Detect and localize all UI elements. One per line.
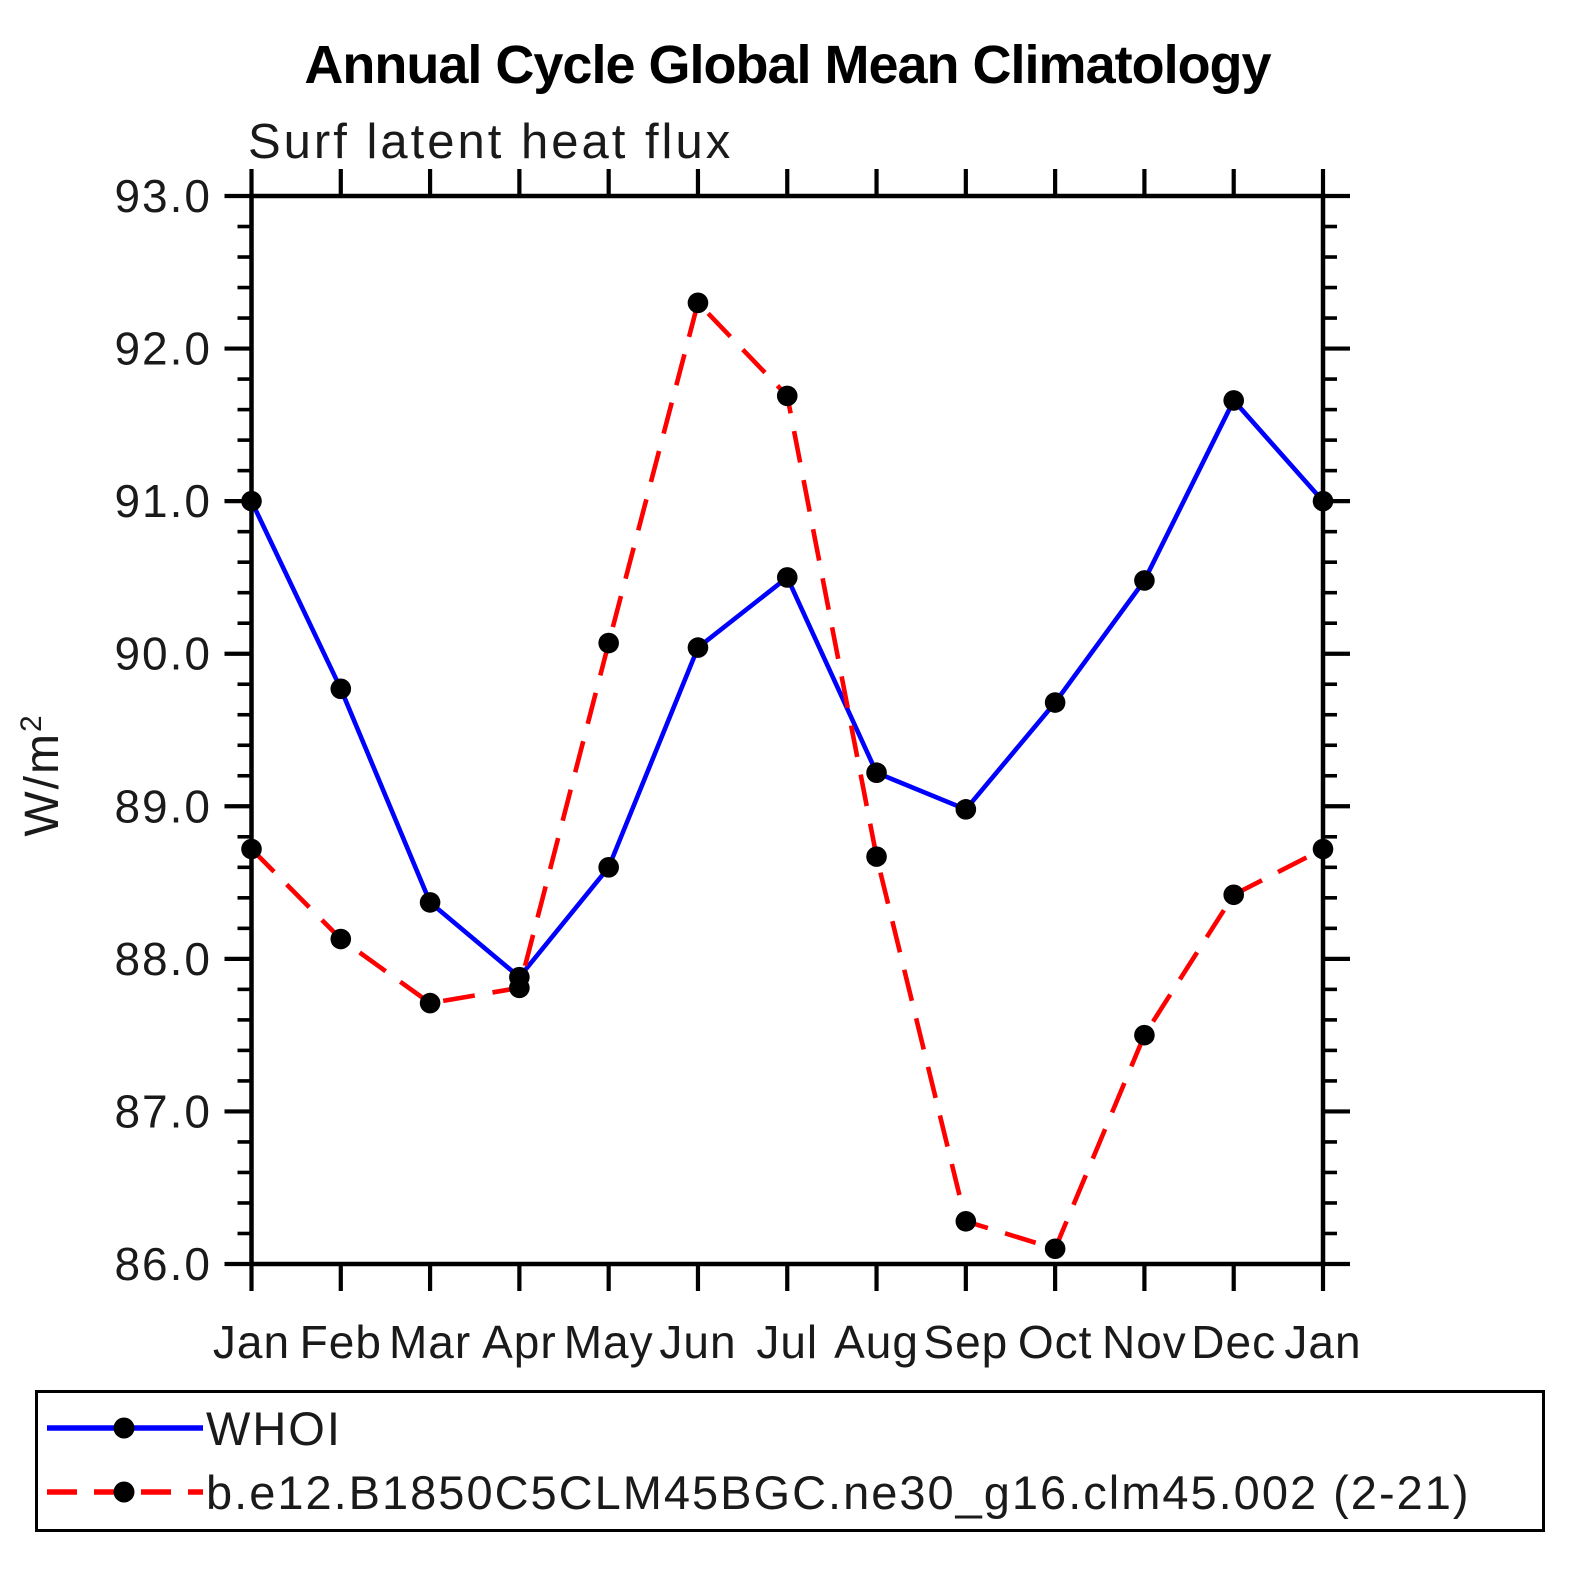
data-point-marker-1: [241, 838, 262, 860]
x-axis-tick-label: Mar: [389, 1316, 471, 1368]
y-axis-tick-label: 88.0: [114, 933, 212, 985]
legend-marker-dot: [113, 1481, 135, 1503]
x-axis-tick-label: May: [564, 1316, 654, 1368]
data-point-marker-0: [1134, 570, 1155, 591]
y-axis-tick-label: 90.0: [114, 628, 212, 680]
chart-subtitle: Surf latent heat flux: [248, 115, 734, 169]
data-point-marker-0: [330, 678, 352, 700]
data-point-marker-0: [1312, 490, 1334, 512]
x-axis-tick-label: Jun: [659, 1316, 736, 1368]
legend-marker-dot: [113, 1417, 135, 1439]
data-point-marker-0: [955, 799, 977, 820]
plot-frame: [249, 193, 1326, 1267]
x-axis-tick-label: Dec: [1191, 1316, 1276, 1368]
series-line-0: [249, 398, 1325, 980]
legend-item-model: b.e12.B1850C5CLM45BGC.ne30_g16.clm45.002…: [44, 1466, 1471, 1519]
x-axis-tick-label: Nov: [1102, 1316, 1187, 1368]
data-point-marker-1: [1223, 884, 1245, 906]
data-point-marker-1: [1044, 1238, 1066, 1260]
data-point-marker-0: [598, 857, 619, 878]
data-point-marker-1: [419, 992, 441, 1014]
legend-line-sample-solid: [47, 1417, 203, 1439]
legend-line-sample-dashed: [47, 1481, 203, 1503]
x-axis-tick-label: Feb: [300, 1316, 382, 1368]
x-axis-tick-label: Apr: [482, 1316, 557, 1368]
y-axis-tick-label: 89.0: [114, 780, 212, 832]
y-axis-tick-label: 87.0: [114, 1085, 212, 1137]
data-point-marker-1: [866, 846, 887, 867]
x-axis-tick-label: Jan: [1284, 1316, 1361, 1368]
y-axis-tick-label: 86.0: [114, 1238, 212, 1290]
y-axis-tick-label: 92.0: [114, 323, 212, 375]
y-axis-tick-label: 93.0: [114, 170, 212, 222]
data-point-marker-0: [776, 567, 798, 588]
legend-label-model: b.e12.B1850C5CLM45BGC.ne30_g16.clm45.002…: [206, 1465, 1471, 1519]
data-point-marker-0: [1044, 692, 1066, 713]
data-point-marker-1: [509, 977, 530, 999]
x-axis-tick-label: Sep: [923, 1316, 1008, 1368]
x-axis-tick-label: Aug: [834, 1316, 919, 1368]
data-point-marker-0: [687, 637, 709, 658]
data-point-marker-1: [1134, 1024, 1155, 1046]
x-axis-tick-label: Jan: [213, 1316, 290, 1368]
legend-label-whoi: WHOI: [206, 1401, 342, 1455]
data-point-marker-1: [687, 292, 709, 314]
data-point-marker-0: [866, 762, 887, 784]
y-axis-tick-label: 91.0: [114, 475, 212, 527]
data-point-marker-0: [1223, 390, 1245, 411]
x-axis-tick-label: Jul: [756, 1316, 818, 1368]
data-point-marker-0: [419, 892, 441, 913]
data-point-marker-1: [330, 928, 352, 950]
data-point-marker-0: [241, 490, 262, 512]
series-line-1: [249, 300, 1325, 1252]
data-point-marker-1: [776, 385, 798, 407]
legend: WHOI b.e12.B1850C5CLM45BGC.ne30_g16.clm4…: [35, 1390, 1545, 1532]
data-point-marker-1: [598, 632, 619, 654]
chart-title: Annual Cycle Global Mean Climatology: [304, 35, 1271, 95]
legend-item-whoi: WHOI: [44, 1402, 342, 1455]
x-axis-tick-label: Oct: [1018, 1316, 1093, 1368]
data-point-marker-1: [955, 1210, 977, 1232]
data-point-marker-1: [1312, 838, 1334, 860]
